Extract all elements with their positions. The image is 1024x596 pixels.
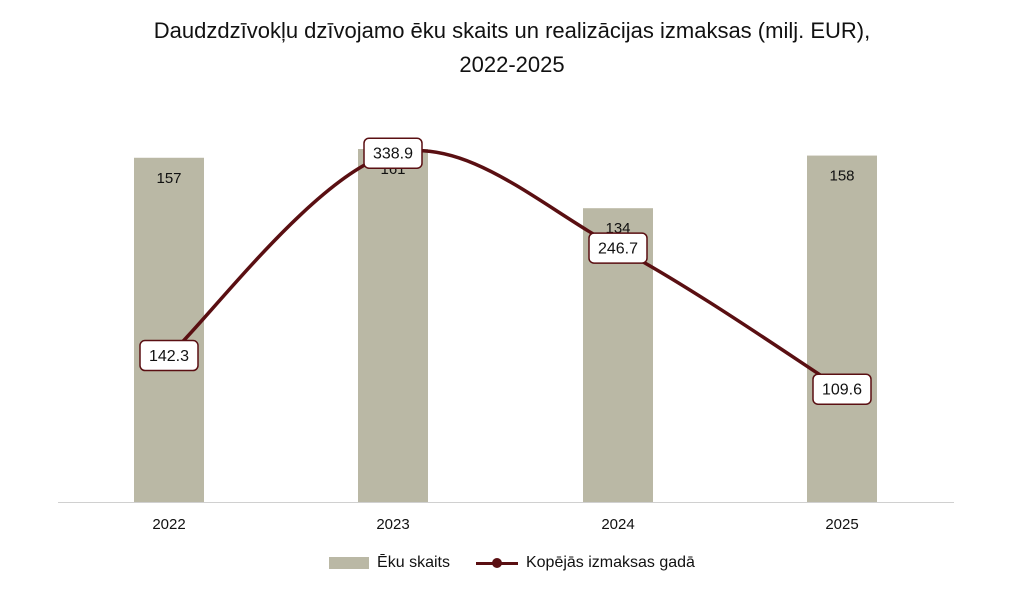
chart-title-line-2: 2022-2025 bbox=[459, 52, 565, 77]
bar-2025 bbox=[807, 155, 877, 502]
bar-value-label-2022: 157 bbox=[156, 170, 181, 187]
x-tick-label-2023: 2023 bbox=[376, 516, 409, 533]
line-value-label-2023: 338.9 bbox=[373, 146, 413, 163]
line-value-label-2022: 142.3 bbox=[149, 348, 189, 365]
x-tick-label-2022: 2022 bbox=[152, 516, 185, 533]
bar-2023 bbox=[358, 149, 428, 502]
legend-swatch-line bbox=[475, 557, 518, 569]
legend-swatch-bar bbox=[329, 557, 370, 569]
legend-item-line: Kopējās izmaksas gadā bbox=[475, 554, 695, 572]
line-value-box-2025 bbox=[812, 373, 872, 405]
x-tick-label-2025: 2025 bbox=[825, 516, 858, 533]
line-value-box-2022 bbox=[139, 339, 199, 372]
legend-label-bars: Ēku skaits bbox=[377, 554, 450, 571]
legend-item-bars: Ēku skaits bbox=[329, 554, 450, 572]
bar-value-label-2025: 158 bbox=[829, 168, 854, 185]
line-value-label-2025: 109.6 bbox=[822, 382, 862, 399]
chart-title-line-1: Daudzdzīvokļu dzīvojamo ēku skaits un re… bbox=[153, 18, 871, 43]
x-tick-label-2024: 2024 bbox=[601, 516, 634, 533]
chart-title: Daudzdzīvokļu dzīvojamo ēku skaits un re… bbox=[0, 14, 1024, 82]
line-value-box-2023 bbox=[363, 137, 423, 169]
line-value-box-2024 bbox=[588, 232, 648, 264]
line-series-path bbox=[167, 148, 844, 391]
chart-legend: Ēku skaits Kopējās izmaksas gadā bbox=[0, 554, 1024, 572]
line-value-label-2024: 246.7 bbox=[598, 241, 638, 258]
legend-label-line: Kopējās izmaksas gadā bbox=[525, 554, 695, 571]
